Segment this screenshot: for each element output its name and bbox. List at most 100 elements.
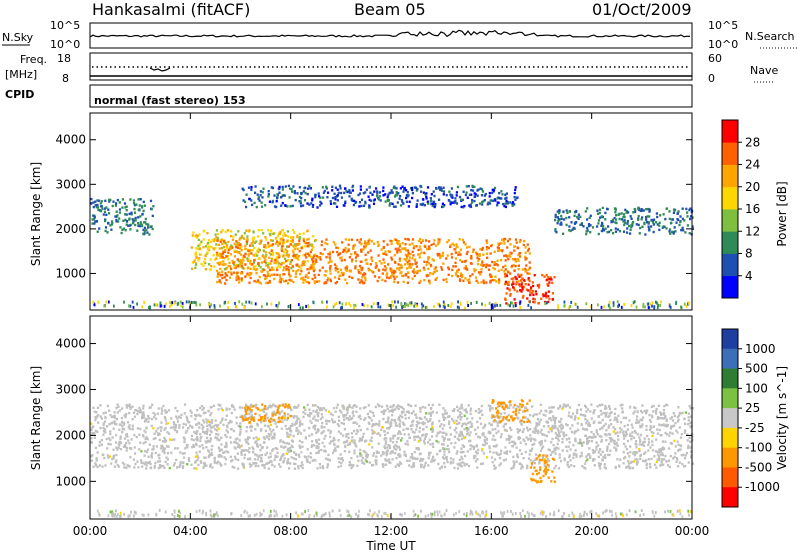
scatter-cell	[457, 416, 460, 419]
scatter-cell	[133, 466, 136, 469]
scatter-cell	[482, 434, 485, 437]
scatter-cell	[517, 405, 520, 409]
scatter-cell	[264, 274, 267, 277]
scatter-cell	[202, 466, 205, 469]
scatter-cell	[125, 434, 128, 437]
scatter-cell	[238, 281, 241, 284]
scatter-cell	[149, 305, 151, 309]
scatter-cell	[245, 229, 248, 232]
scatter-cell	[517, 264, 520, 267]
scatter-cell	[518, 449, 522, 452]
scatter-cell	[196, 454, 199, 457]
scatter-cell	[504, 446, 507, 449]
scatter-cell	[430, 435, 434, 438]
scatter-cell	[556, 222, 559, 225]
scatter-cell	[397, 192, 400, 195]
scatter-cell	[397, 464, 401, 468]
velocity-data	[90, 399, 695, 519]
scatter-cell	[128, 427, 131, 430]
scatter-cell	[213, 459, 216, 462]
scatter-cell	[550, 410, 553, 413]
scatter-cell	[597, 303, 599, 307]
scatter-cell	[641, 404, 644, 407]
scatter-cell	[588, 423, 591, 427]
scatter-cell	[631, 431, 634, 434]
scatter-cell	[173, 423, 176, 426]
scatter-cell	[311, 263, 314, 267]
scatter-cell	[656, 223, 659, 226]
scatter-cell	[453, 446, 456, 449]
scatter-cell	[602, 227, 605, 230]
scatter-cell	[218, 252, 222, 256]
scatter-cell	[313, 259, 316, 263]
scatter-cell	[279, 404, 282, 407]
scatter-cell	[473, 454, 476, 458]
scatter-cell	[554, 218, 557, 222]
scatter-cell	[647, 438, 650, 441]
scatter-cell	[568, 225, 571, 228]
scatter-cell	[370, 305, 373, 309]
scatter-cell	[337, 415, 340, 419]
scatter-cell	[248, 426, 252, 429]
scatter-cell	[662, 411, 666, 415]
scatter-cell	[668, 228, 672, 231]
scatter-cell	[568, 229, 571, 232]
scatter-cell	[490, 244, 493, 248]
scatter-cell	[149, 462, 152, 466]
scatter-cell	[248, 447, 251, 450]
scatter-cell	[464, 243, 467, 246]
scatter-cell	[540, 297, 543, 300]
scatter-cell	[231, 465, 234, 469]
scatter-cell	[498, 280, 501, 283]
scatter-cell	[418, 452, 421, 456]
scatter-cell	[637, 223, 640, 227]
scatter-cell	[313, 444, 316, 447]
scatter-cell	[500, 242, 503, 245]
scatter-cell	[646, 409, 649, 412]
scatter-cell	[276, 260, 279, 263]
scatter-cell	[315, 445, 318, 448]
scatter-cell	[138, 411, 142, 414]
scatter-cell	[144, 221, 147, 224]
scatter-cell	[91, 432, 94, 435]
scatter-cell	[605, 411, 608, 415]
scatter-cell	[360, 279, 363, 282]
scatter-cell	[513, 269, 516, 273]
scatter-cell	[687, 423, 690, 426]
scatter-cell	[481, 188, 484, 191]
scatter-cell	[389, 405, 392, 408]
scatter-cell	[327, 410, 330, 413]
scatter-cell	[521, 285, 524, 289]
scatter-cell	[135, 203, 138, 206]
scatter-cell	[587, 224, 591, 228]
scatter-cell	[173, 462, 176, 465]
scatter-cell	[604, 414, 607, 417]
scatter-cell	[395, 187, 398, 190]
scatter-cell	[595, 429, 598, 432]
scatter-cell	[614, 432, 617, 435]
scatter-cell	[603, 407, 607, 410]
scatter-cell	[516, 257, 519, 261]
scatter-cell	[344, 200, 347, 203]
scatter-cell	[451, 274, 454, 278]
scatter-cell	[222, 423, 225, 427]
scatter-cell	[474, 428, 477, 431]
scatter-cell	[294, 245, 297, 248]
scatter-cell	[309, 250, 312, 254]
scatter-cell	[210, 451, 213, 455]
scatter-cell	[284, 248, 287, 251]
scatter-cell	[97, 208, 100, 212]
scatter-cell	[458, 414, 461, 417]
near-range-speckle	[92, 300, 690, 310]
scatter-cell	[652, 230, 655, 234]
scatter-cell	[354, 201, 357, 204]
scatter-cell	[374, 405, 377, 409]
scatter-cell	[513, 288, 516, 292]
scatter-cell	[96, 230, 99, 233]
scatter-cell	[519, 275, 522, 278]
scatter-cell	[276, 455, 279, 458]
scatter-cell	[439, 255, 442, 258]
scatter-cell	[568, 306, 570, 310]
scatter-cell	[366, 453, 369, 457]
scatter-cell	[429, 264, 432, 267]
